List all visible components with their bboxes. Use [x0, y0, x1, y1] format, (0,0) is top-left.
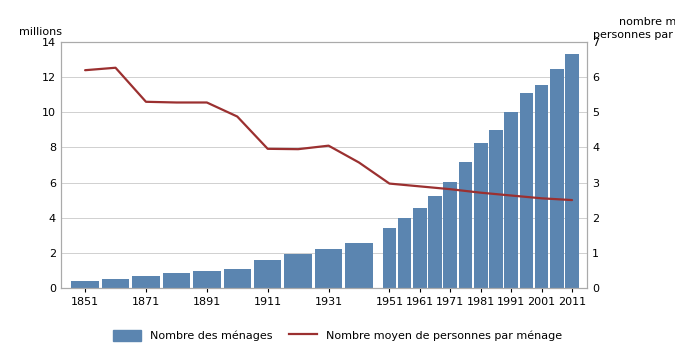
Bar [565, 54, 579, 288]
Bar [489, 130, 503, 288]
Bar [72, 281, 99, 288]
Bar [550, 69, 564, 288]
Bar [346, 243, 373, 288]
Bar [254, 260, 281, 288]
Bar [504, 112, 518, 288]
Bar [102, 279, 129, 288]
Bar [443, 182, 457, 288]
Bar [428, 196, 442, 288]
Bar [284, 254, 312, 288]
Text: nombre moyen de
personnes par ménage: nombre moyen de personnes par ménage [593, 18, 675, 40]
Text: millions: millions [19, 27, 61, 37]
Bar [474, 143, 487, 288]
Bar [383, 228, 396, 288]
Bar [459, 162, 472, 288]
Bar [535, 85, 549, 288]
Bar [520, 93, 533, 288]
Legend: Nombre des ménages, Nombre moyen de personnes par ménage: Nombre des ménages, Nombre moyen de pers… [109, 325, 566, 345]
Bar [398, 218, 412, 288]
Bar [163, 273, 190, 288]
Bar [193, 272, 221, 288]
Bar [132, 277, 160, 288]
Bar [223, 269, 251, 288]
Bar [315, 249, 342, 288]
Bar [413, 208, 427, 288]
